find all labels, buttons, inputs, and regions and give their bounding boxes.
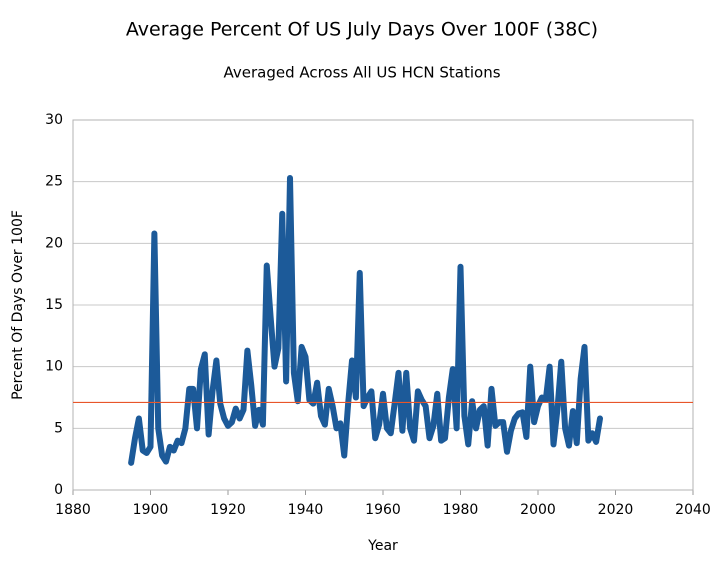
plot-border (72, 119, 694, 491)
x-tick-label: 1980 (443, 502, 479, 518)
chart-title: Average Percent Of US July Days Over 100… (126, 19, 598, 41)
y-tick-label: 15 (45, 297, 63, 313)
x-tick-label: 1960 (365, 502, 401, 518)
y-tick-label: 30 (45, 112, 63, 128)
y-tick-label: 25 (45, 174, 63, 190)
y-tick-label: 5 (54, 420, 63, 436)
x-axis-label: Year (367, 538, 398, 554)
x-tick-label: 2040 (675, 502, 711, 518)
y-tick-label: 0 (54, 482, 63, 498)
x-tick-label: 2020 (598, 502, 634, 518)
x-tick-label: 1900 (133, 502, 169, 518)
chart-subtitle: Averaged Across All US HCN Stations (223, 64, 500, 82)
y-tick-label: 20 (45, 235, 63, 251)
x-tick-label: 1920 (210, 502, 246, 518)
y-tick-label: 10 (45, 359, 63, 375)
x-tick-label: 1880 (55, 502, 91, 518)
x-tick-label: 1940 (288, 502, 324, 518)
x-tick-label: 2000 (520, 502, 556, 518)
data-line (128, 174, 603, 466)
y-axis-label: Percent Of Days Over 100F (10, 210, 26, 400)
